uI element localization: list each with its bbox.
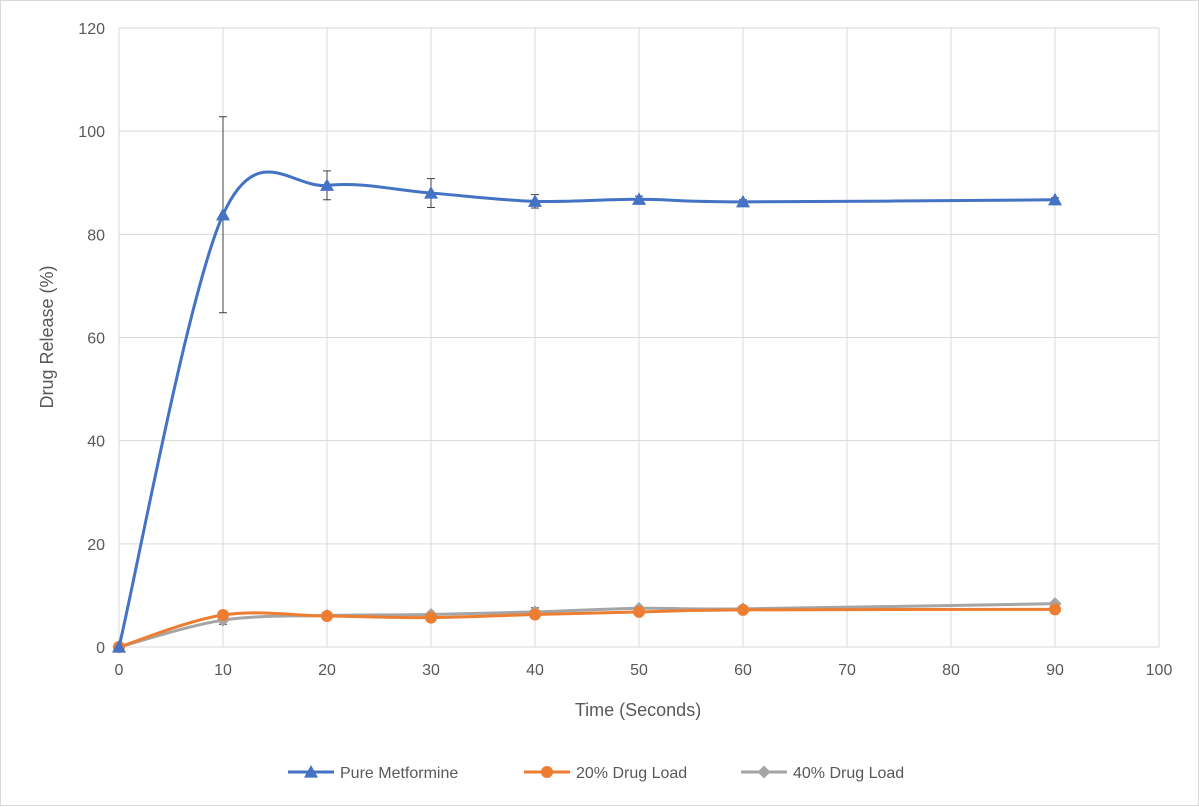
data-point	[528, 194, 542, 207]
legend-marker	[541, 766, 553, 778]
legend-label: 20% Drug Load	[576, 765, 687, 782]
x-tick-label: 90	[1046, 662, 1064, 679]
y-tick-label: 120	[78, 21, 105, 38]
series-40-drug-load	[112, 597, 1062, 654]
x-tick-label: 100	[1146, 662, 1173, 679]
x-tick-label: 40	[526, 662, 544, 679]
legend-item: Pure Metformine	[288, 765, 458, 782]
legend-label: 40% Drug Load	[793, 765, 904, 782]
data-point	[529, 608, 541, 621]
grid-lines	[118, 27, 1160, 648]
legend-item: 40% Drug Load	[741, 765, 904, 782]
data-point	[321, 610, 333, 623]
x-tick-label: 60	[734, 662, 752, 679]
data-point	[320, 178, 334, 191]
series-line	[117, 170, 1056, 648]
y-tick-label: 60	[87, 331, 105, 348]
x-tick-labels: 0 10 20 30 40 50 60 70 80 90 100	[115, 662, 1173, 679]
data-point	[736, 194, 750, 208]
series-line	[118, 607, 1056, 649]
y-tick-label: 20	[87, 537, 105, 554]
y-axis-title: Drug Release (%)	[37, 265, 57, 408]
legend-marker	[304, 765, 318, 778]
x-tick-label: 80	[942, 662, 960, 679]
legend-item: 20% Drug Load	[524, 765, 687, 782]
x-tick-label: 30	[422, 662, 440, 679]
x-tick-label: 50	[630, 662, 648, 679]
y-tick-label: 40	[87, 434, 105, 451]
series-layer	[112, 116, 1062, 654]
data-point	[633, 605, 645, 618]
data-point	[1048, 192, 1062, 206]
data-point	[425, 611, 437, 624]
data-point	[216, 207, 230, 221]
x-tick-label: 10	[214, 662, 232, 679]
x-tick-label: 70	[838, 662, 856, 679]
y-tick-label: 100	[78, 124, 105, 141]
series-pure-metformine	[112, 116, 1062, 653]
y-tick-label: 80	[87, 227, 105, 244]
legend-label: Pure Metformine	[340, 765, 458, 782]
legend: Pure Metformine 20% Drug Load 40% Drug Loa…	[288, 765, 904, 782]
data-point	[217, 609, 229, 622]
data-point	[112, 640, 126, 653]
data-point	[632, 192, 646, 205]
x-tick-label: 20	[318, 662, 336, 679]
y-tick-labels: 0 20 40 60 80 100 120	[78, 21, 105, 657]
x-axis-title: Time (Seconds)	[575, 700, 701, 720]
y-tick-label: 0	[96, 640, 105, 657]
legend-marker	[757, 765, 771, 779]
x-tick-label: 0	[115, 662, 124, 679]
data-point	[1049, 603, 1061, 616]
data-point	[424, 186, 438, 199]
data-point	[737, 603, 749, 616]
